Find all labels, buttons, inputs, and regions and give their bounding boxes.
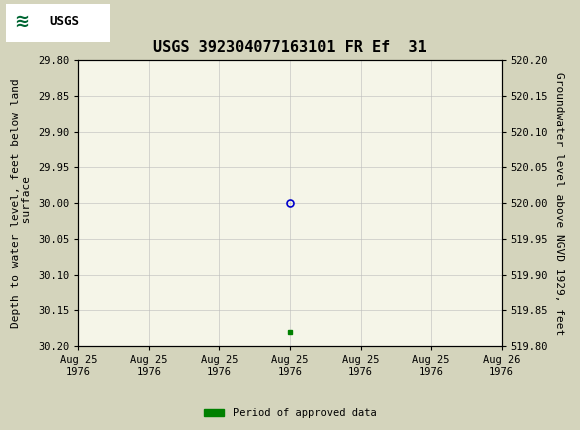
Text: ≋: ≋ — [14, 12, 30, 31]
Bar — [6, 3, 110, 42]
Title: USGS 392304077163101 FR Ef  31: USGS 392304077163101 FR Ef 31 — [153, 40, 427, 55]
Y-axis label: Depth to water level, feet below land
 surface: Depth to water level, feet below land su… — [11, 78, 32, 328]
Legend: Period of approved data: Period of approved data — [200, 404, 380, 423]
Text: USGS: USGS — [49, 15, 79, 28]
Y-axis label: Groundwater level above NGVD 1929, feet: Groundwater level above NGVD 1929, feet — [554, 71, 564, 335]
